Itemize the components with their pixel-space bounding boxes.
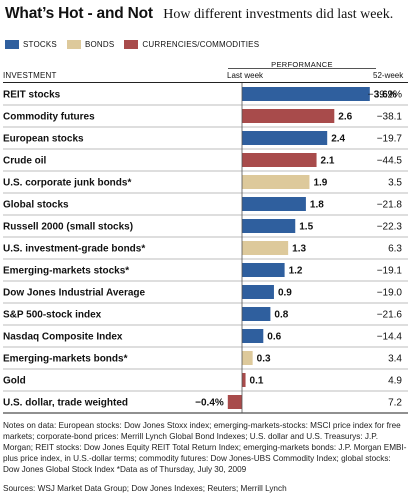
- sources-text: Sources: WSJ Market Data Group; Dow Jone…: [3, 484, 287, 493]
- category-label: Dow Jones Industrial Average: [3, 288, 146, 299]
- week52-value: −19.1: [377, 266, 403, 277]
- category-label: Global stocks: [3, 200, 69, 211]
- week52-value: 3.5: [388, 178, 402, 189]
- category-label: U.S. corporate junk bonds*: [3, 178, 131, 189]
- legend-swatch-commodities: [124, 39, 139, 49]
- week52-value: −21.6: [377, 310, 403, 321]
- 52-week-column-header: 52-week: [373, 71, 404, 80]
- category-label: Russell 2000 (small stocks): [3, 222, 133, 233]
- value-label: 1.5: [299, 222, 313, 233]
- bar: [242, 131, 328, 145]
- value-label: 0.1: [250, 376, 264, 387]
- category-label: Crude oil: [3, 156, 47, 167]
- category-label: U.S. investment-grade bonds*: [3, 244, 145, 255]
- value-label: 0.9: [278, 288, 292, 299]
- value-label: 1.3: [292, 244, 306, 255]
- bar: [242, 329, 264, 343]
- category-label: European stocks: [3, 134, 84, 145]
- notes-text: Notes on data: European stocks: Dow Jone…: [3, 421, 407, 474]
- week52-value: −19.0: [377, 288, 403, 299]
- value-label: −0.4%: [195, 398, 224, 409]
- bar: [227, 395, 242, 409]
- legend-swatch-bonds: [66, 39, 81, 49]
- bar: [242, 241, 289, 255]
- value-label: 0.8: [274, 310, 288, 321]
- bar: [242, 285, 274, 299]
- value-label: 0.6: [267, 332, 281, 343]
- bar: [242, 153, 317, 167]
- category-label: Nasdaq Composite Index: [3, 332, 123, 343]
- week52-value: −38.1: [377, 112, 403, 123]
- category-label: Gold: [3, 376, 26, 387]
- bar: [242, 175, 310, 189]
- category-label: Commodity futures: [3, 112, 95, 123]
- value-label: 1.9: [313, 178, 327, 189]
- week52-value: 3.4: [388, 354, 402, 365]
- legend-label-commodities: CURRENCIES/COMMODITIES: [142, 39, 260, 49]
- week52-value: −39.2%: [368, 90, 402, 101]
- bar: [242, 219, 296, 233]
- bar: [242, 307, 271, 321]
- header-rule: [3, 82, 408, 83]
- last-week-column-header: Last week: [227, 71, 264, 80]
- week52-value: −21.8: [377, 200, 403, 211]
- value-label: 1.2: [289, 266, 303, 277]
- legend-item-bonds: BONDS: [66, 39, 115, 49]
- legend: STOCKS BONDS CURRENCIES/COMMODITIES: [5, 38, 269, 50]
- chart-subtitle: How different investments did last week.: [163, 7, 394, 22]
- investment-column-header: INVESTMENT: [3, 71, 57, 80]
- legend-swatch-stocks: [5, 39, 19, 49]
- category-label: Emerging-markets stocks*: [3, 266, 129, 277]
- value-label: 2.6: [338, 112, 352, 123]
- value-label: 2.4: [331, 134, 345, 145]
- bar: [242, 197, 306, 211]
- category-label: REIT stocks: [3, 90, 61, 101]
- category-label: U.S. dollar, trade weighted: [3, 398, 128, 409]
- value-label: 0.3: [257, 354, 271, 365]
- performance-header: PERFORMANCE: [271, 60, 333, 69]
- category-label: Emerging-markets bonds*: [3, 354, 128, 365]
- legend-label-bonds: BONDS: [84, 39, 115, 49]
- legend-item-stocks: STOCKS: [5, 39, 57, 49]
- value-label: 3.6%: [374, 90, 397, 101]
- week52-value: 6.3: [388, 244, 402, 255]
- value-label: 1.8: [310, 200, 324, 211]
- week52-value: 4.9: [388, 376, 402, 387]
- chart-title: What’s Hot - and Not: [5, 5, 153, 22]
- week52-value: −22.3: [377, 222, 403, 233]
- legend-item-commodities: CURRENCIES/COMMODITIES: [124, 39, 260, 49]
- bar: [242, 109, 335, 123]
- legend-label-stocks: STOCKS: [23, 39, 57, 49]
- week52-value: 7.2: [388, 398, 402, 409]
- week52-value: −44.5: [377, 156, 403, 167]
- category-label: S&P 500-stock index: [3, 310, 102, 321]
- bar: [242, 351, 253, 365]
- bar-chart: REIT stocks 3.6%−39.2% Commodity futures 2.…: [3, 83, 408, 414]
- title-row: What’s Hot - and Not How different inves…: [5, 5, 393, 29]
- bar: [242, 373, 246, 387]
- performance-underline: [228, 68, 376, 69]
- week52-value: −19.7: [377, 134, 403, 145]
- bar: [242, 263, 285, 277]
- bar: [242, 87, 370, 101]
- week52-value: −14.4: [377, 332, 403, 343]
- value-label: 2.1: [321, 156, 335, 167]
